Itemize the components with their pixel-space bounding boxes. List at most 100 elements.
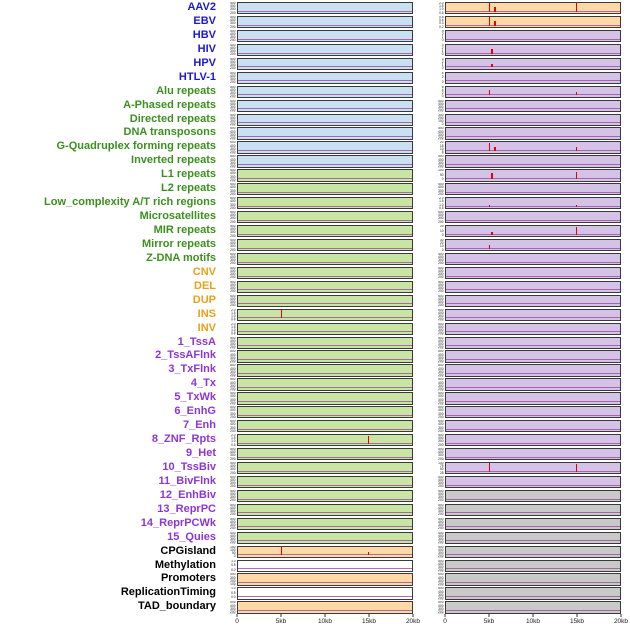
track-panel-left: [237, 587, 413, 600]
y-tick-label: 3: [441, 43, 444, 47]
x-tick-label: 20kb: [613, 617, 629, 625]
y-tick-label: 300: [438, 564, 444, 569]
y-tick-label: 200: [230, 94, 236, 98]
track-row: 1_TssA 5004003002001000 5004003002001000: [0, 336, 630, 350]
track-row: 6_EnhG 5004003002001000 5004003002001000: [0, 405, 630, 419]
y-tick-label: 500: [230, 127, 236, 131]
y-axis-ticks-right: 5004003002001000: [430, 337, 445, 349]
y-tick-label: 400: [438, 380, 444, 385]
y-tick-label: 400: [230, 143, 236, 148]
baseline-line: [238, 610, 412, 612]
x-tick-mark: [532, 614, 534, 617]
baseline-line: [238, 540, 412, 542]
track-row: EBV 5004003002001000 0.50.40.30.20.10.0: [0, 15, 630, 29]
column-gap: [413, 600, 430, 614]
y-tick-label: 400: [230, 157, 236, 162]
y-tick-label: 500: [438, 350, 444, 354]
y-tick-label: 500: [230, 517, 236, 521]
y-tick-label: 0.3: [439, 21, 444, 26]
y-tick-label: 400: [438, 213, 444, 218]
column-gap: [413, 57, 430, 71]
y-tick-label: 200: [230, 233, 236, 238]
y-axis-ticks-left: 5004003002001000: [222, 364, 237, 376]
y-tick-label: 200: [438, 275, 444, 280]
y-axis-ticks-left: 5004003002001000: [222, 114, 237, 126]
track-panel-left: [237, 2, 413, 15]
y-tick-label: 400: [230, 227, 236, 232]
track-label: Methylation: [154, 558, 216, 571]
x-axis: 0 5kb 10kb 15kb 20kb 0 5kb 10kb 15kb 20kb: [0, 614, 630, 629]
baseline-line: [238, 191, 412, 193]
y-tick-label: 200: [438, 191, 444, 196]
track-panel-right: [445, 99, 621, 112]
y-tick-label: 300: [230, 230, 236, 235]
track-panel-right: [445, 475, 621, 489]
track-row: HTLV-1 5004003002001000 420: [0, 71, 630, 85]
track-row: Promoters 4003002001000 5004003002001000: [0, 572, 630, 586]
y-axis-ticks-left: 5004003002001000: [222, 378, 237, 390]
baseline-line: [446, 442, 620, 444]
y-tick-label: 1.0: [439, 7, 444, 12]
y-tick-label: 500: [438, 392, 444, 396]
track-panel-left: [237, 434, 413, 447]
y-tick-label: 1.5: [439, 4, 444, 9]
track-panel-right: [445, 308, 621, 321]
track-panel-left: [237, 350, 413, 363]
track-panel-left: [237, 475, 413, 489]
y-axis-ticks-right: 5004003002001000: [430, 281, 445, 293]
y-tick-label: 400: [230, 394, 236, 399]
track-label: INV: [197, 321, 216, 334]
track-label: INS: [197, 307, 216, 320]
y-axis-ticks-right: 5004003002001000: [430, 518, 445, 530]
track-panel-left: [237, 294, 413, 307]
y-tick-label: 500: [230, 71, 236, 75]
track-panel-left: [237, 15, 413, 29]
y-tick-label: 500: [230, 225, 236, 228]
track-row: INS 2.01.51.00.50.0 5004003002001000: [0, 308, 630, 322]
y-tick-label: 400: [438, 519, 444, 524]
y-tick-label: 75: [439, 464, 444, 469]
track-panel-right: [445, 238, 621, 252]
y-tick-label: 300: [438, 369, 444, 374]
y-axis-ticks-right: 2.01.51.00.50.0: [430, 197, 445, 209]
y-tick-label: 10: [439, 244, 444, 249]
y-tick-label: 200: [230, 512, 236, 517]
baseline-line: [238, 122, 412, 124]
track-panel-right: [445, 127, 621, 140]
y-tick-label: 200: [230, 289, 236, 294]
y-axis-ticks-right: 30 20 10 0: [430, 239, 445, 251]
track-row: AAV2 5004003002001000 2.01.51.00.50.0: [0, 1, 630, 15]
y-axis-ticks-left: 2.01.51.00.50.0: [222, 323, 237, 335]
x-tick-mark: [236, 614, 238, 617]
y-tick-label: 200: [230, 10, 236, 15]
y-tick-label: 20: [439, 241, 444, 246]
y-tick-label: 200: [438, 386, 444, 391]
column-gap: [413, 545, 430, 559]
track-panel-left: [237, 559, 413, 572]
y-tick-label: 200: [438, 498, 444, 503]
y-axis-ticks-left: 5004003002001000: [222, 16, 237, 28]
track-label: 4_Tx: [190, 377, 216, 390]
y-tick-label: 500: [230, 378, 236, 382]
track-panel-left: [237, 448, 413, 461]
y-tick-label: 400: [230, 366, 236, 371]
y-tick-label: 500: [230, 155, 236, 159]
y-tick-label: 400: [230, 282, 236, 287]
y-tick-label: 300: [230, 397, 236, 402]
y-tick-label: 300: [230, 160, 236, 165]
track-panel-left: [237, 85, 413, 98]
baseline-line: [238, 164, 412, 166]
y-axis-ticks-right: 5004003002001000: [430, 350, 445, 362]
y-tick-label: 0.0: [231, 567, 236, 572]
track-label: 1_TssA: [177, 335, 216, 348]
y-tick-label: 400: [230, 269, 236, 274]
track-label: DEL: [194, 279, 216, 292]
y-tick-label: 200: [230, 219, 236, 224]
y-tick-label: 500: [230, 531, 236, 535]
track-panel-right: [445, 434, 621, 447]
baseline-line: [238, 24, 412, 26]
y-tick-label: 500: [230, 448, 236, 451]
